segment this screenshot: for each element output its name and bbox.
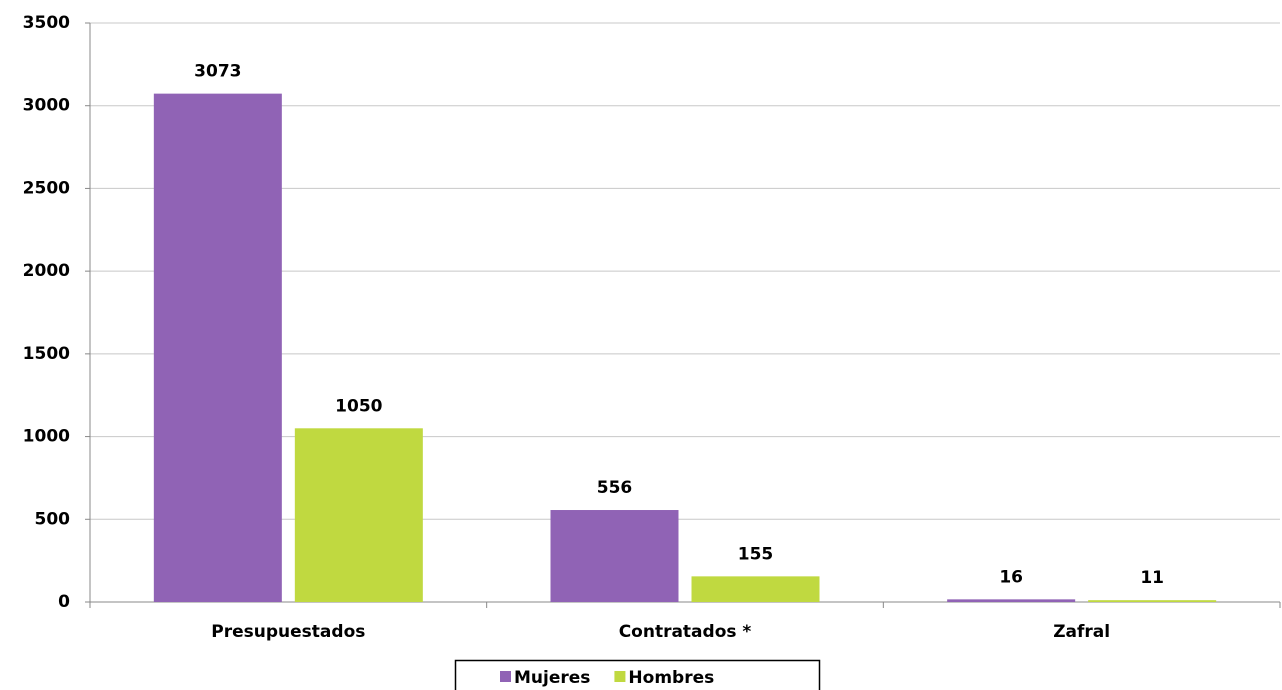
data-label: 155 — [738, 544, 774, 564]
data-label: 16 — [999, 567, 1023, 587]
y-tick-label: 500 — [35, 509, 71, 529]
bar — [550, 510, 679, 602]
bar — [947, 599, 1076, 602]
y-tick-label: 2500 — [23, 178, 70, 198]
legend-swatch — [500, 671, 511, 682]
legend-box — [454, 659, 821, 690]
y-tick-label: 2000 — [23, 261, 70, 281]
bar — [153, 93, 282, 602]
data-label: 3073 — [194, 62, 241, 82]
y-tick-label: 3000 — [23, 96, 70, 116]
bar — [691, 576, 820, 602]
bar — [294, 428, 423, 602]
y-tick-label: 1500 — [23, 344, 70, 364]
data-label: 1050 — [335, 396, 382, 416]
y-tick-label: 1000 — [23, 427, 70, 447]
x-tick-label: Presupuestados — [211, 622, 365, 642]
x-tick-label: Zafral — [1053, 622, 1110, 642]
data-label: 11 — [1140, 568, 1164, 588]
bar — [1088, 600, 1217, 602]
y-tick-label: 3500 — [23, 13, 70, 33]
legend-label: Hombres — [628, 668, 714, 688]
x-tick-label: Contratados * — [619, 622, 752, 642]
data-label: 556 — [597, 478, 633, 498]
legend-label: Mujeres — [514, 668, 590, 688]
y-tick-label: 0 — [58, 592, 70, 612]
legend-swatch — [614, 671, 626, 682]
